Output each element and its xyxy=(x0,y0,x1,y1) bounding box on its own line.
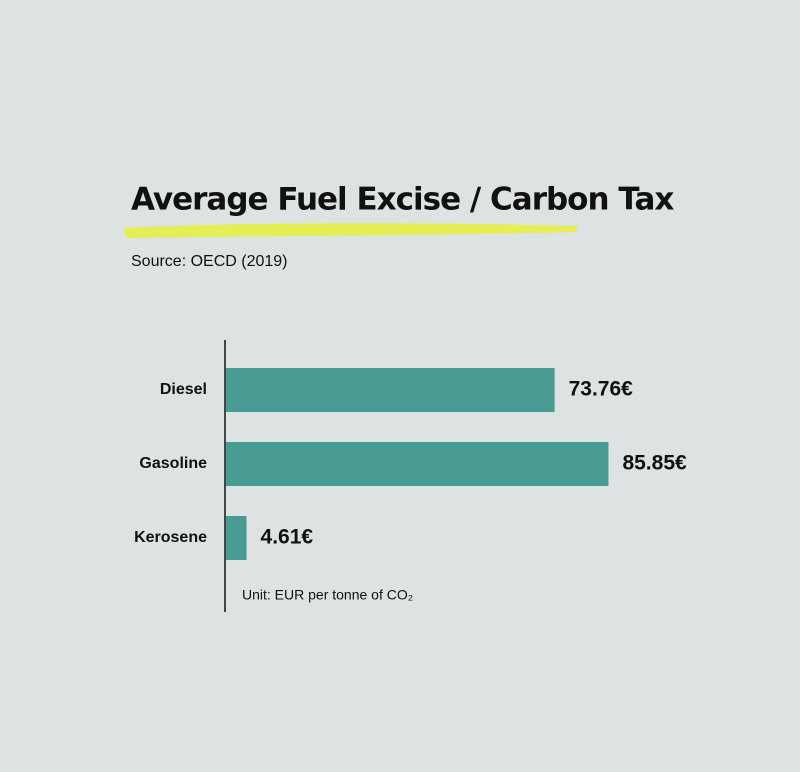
value-label: 73.76€ xyxy=(569,378,634,401)
title-highlight xyxy=(124,223,578,238)
bar xyxy=(226,516,247,560)
unit-note: Unit: EUR per tonne of CO₂ xyxy=(242,587,413,603)
chart-title: Average Fuel Excise / Carbon Tax xyxy=(131,182,674,218)
category-label: Diesel xyxy=(160,381,207,398)
chart-subtitle: Source: OECD (2019) xyxy=(131,253,288,270)
bar xyxy=(226,442,609,486)
category-label: Gasoline xyxy=(139,455,207,472)
category-label: Kerosene xyxy=(134,529,207,546)
value-label: 85.85€ xyxy=(622,452,687,475)
bar xyxy=(226,368,555,412)
value-label: 4.61€ xyxy=(261,526,314,549)
